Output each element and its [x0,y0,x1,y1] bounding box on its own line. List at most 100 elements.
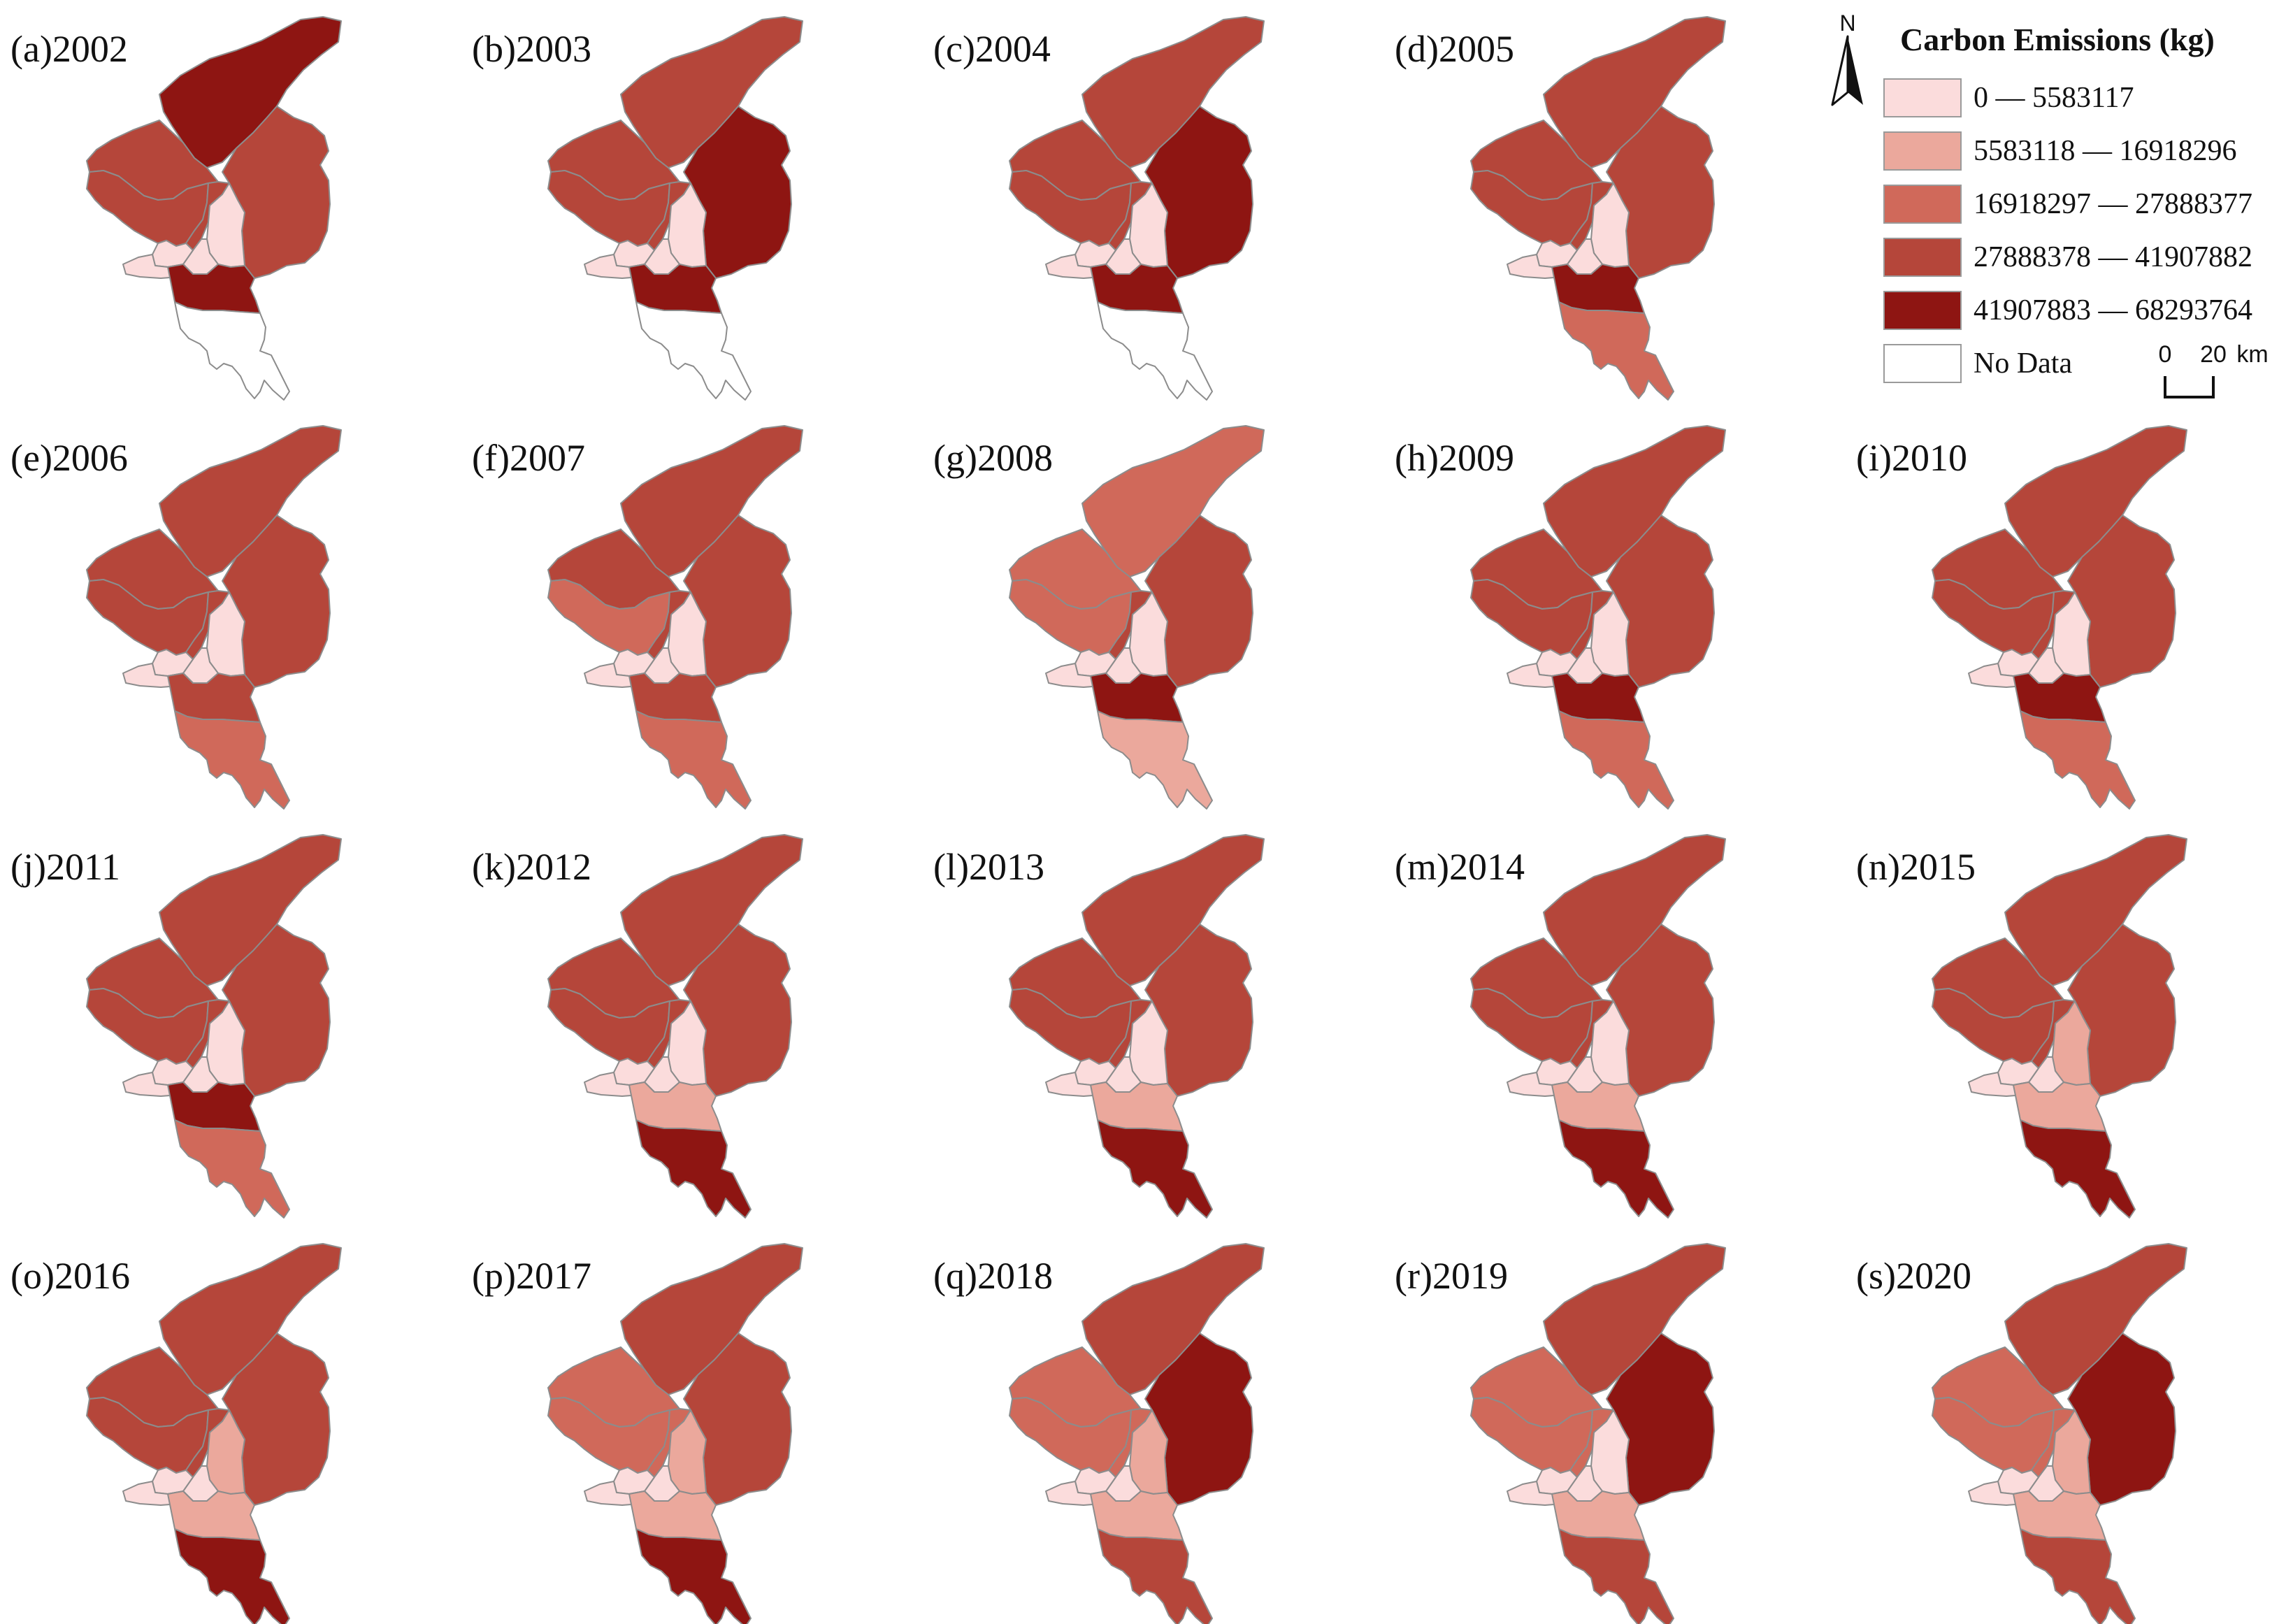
district-south [1097,301,1213,401]
district-west [1932,1397,2055,1474]
district-south [1558,1528,1674,1624]
legend-swatch [1883,131,1962,171]
map-panel: (h)2009 [1395,425,1726,810]
panel-label: (a)2002 [10,28,128,70]
panel-label: (i)2010 [1856,437,1967,479]
panel-label: (o)2016 [10,1255,130,1297]
panel-label: (e)2006 [10,437,128,479]
panel-label: (b)2003 [472,28,591,70]
panel-label: (n)2015 [1856,846,1976,888]
district-south [1097,1528,1213,1624]
district-south [1558,301,1674,401]
legend-item: 0 — 5583117 [1883,78,2134,117]
legend-label: 5583118 — 16918296 [1974,135,2236,167]
map-panel: (k)2012 [472,834,803,1219]
district-west [1470,1397,1593,1474]
legend-label: 16918297 — 27888377 [1974,188,2252,220]
legend-title: Carbon Emissions (kg) [1900,22,2215,57]
map-panel: (o)2016 [10,1243,342,1624]
map-panel: (j)2011 [10,834,342,1219]
panel-label: (l)2013 [933,846,1044,888]
panel-label: (p)2017 [472,1255,591,1297]
north-arrow-icon: N [1831,10,1863,106]
map-panel: (m)2014 [1395,834,1726,1219]
district-south [635,710,752,810]
panel-label: (c)2004 [933,28,1051,70]
district-south [635,301,752,401]
scale-unit-label: km [2236,341,2268,368]
district-west [547,1397,670,1474]
district-south [2020,710,2136,810]
district-south [174,1119,290,1219]
legend-label: 41907883 — 68293764 [1974,294,2252,326]
legend-item: 16918297 — 27888377 [1883,185,2252,224]
legend-swatch [1883,344,1962,383]
district-south [2020,1528,2136,1624]
district-south [635,1119,752,1219]
legend-label: No Data [1974,347,2072,380]
panel-label: (m)2014 [1395,846,1525,888]
legend-item: No Data [1883,344,2072,383]
district-south [174,710,290,810]
map-panel: (d)2005 [1395,16,1726,401]
legend-item: 27888378 — 41907882 [1883,238,2252,277]
scale-bar: 0 20 km [2159,341,2269,398]
district-west [1470,579,1593,656]
map-panel: (c)2004 [933,16,1265,401]
district-south [174,1528,290,1624]
panel-label: (j)2011 [10,846,120,888]
district-south [1558,710,1674,810]
panel-label: (h)2009 [1395,437,1514,479]
legend-swatch [1883,291,1962,330]
district-west [547,579,670,656]
district-west [1009,579,1132,656]
panel-label: (k)2012 [472,846,591,888]
map-panels: (a)2002 (b)2003 (c)2004 (d)2005 (e)2006 (f)20… [10,16,2187,1624]
district-south [174,301,290,401]
district-south [1097,1119,1213,1219]
map-panel: (p)2017 [472,1243,803,1624]
district-west [1932,988,2055,1065]
map-panel: (l)2013 [933,834,1265,1219]
district-west [86,988,209,1065]
map-panel: (s)2020 [1856,1243,2187,1624]
svg-text:N: N [1839,10,1855,36]
legend-label: 0 — 5583117 [1974,82,2134,114]
scale-end-label: 20 [2200,341,2227,368]
district-west [1009,170,1132,247]
district-south [1097,710,1213,810]
panel-label: (s)2020 [1856,1255,1971,1297]
district-west [1470,988,1593,1065]
legend-label: 27888378 — 41907882 [1974,241,2252,273]
district-west [86,1397,209,1474]
district-south [1558,1119,1674,1219]
district-south [635,1528,752,1624]
panel-label: (g)2008 [933,437,1053,479]
legend-swatch [1883,185,1962,224]
district-west [86,579,209,656]
district-west [547,170,670,247]
map-panel: (n)2015 [1856,834,2187,1219]
map-panel: (q)2018 [933,1243,1265,1624]
map-panel: (a)2002 [10,16,342,401]
district-west [1470,170,1593,247]
panel-label: (q)2018 [933,1255,1053,1297]
map-panel: (f)2007 [472,425,803,810]
district-west [547,988,670,1065]
district-west [86,170,209,247]
panel-label: (r)2019 [1395,1255,1508,1297]
map-panel: (g)2008 [933,425,1265,810]
legend-items: 0 — 5583117 5583118 — 16918296 16918297 — … [1883,78,2252,383]
panel-label: (d)2005 [1395,28,1514,70]
map-panel: (e)2006 [10,425,342,810]
district-west [1009,988,1132,1065]
map-panel: (i)2010 [1856,425,2187,810]
legend: N Carbon Emissions (kg) 0 — 5583117 55831… [1831,10,2269,398]
district-west [1932,579,2055,656]
district-south [2020,1119,2136,1219]
legend-swatch [1883,78,1962,117]
legend-item: 5583118 — 16918296 [1883,131,2236,171]
map-panel: (b)2003 [472,16,803,401]
legend-item: 41907883 — 68293764 [1883,291,2252,330]
